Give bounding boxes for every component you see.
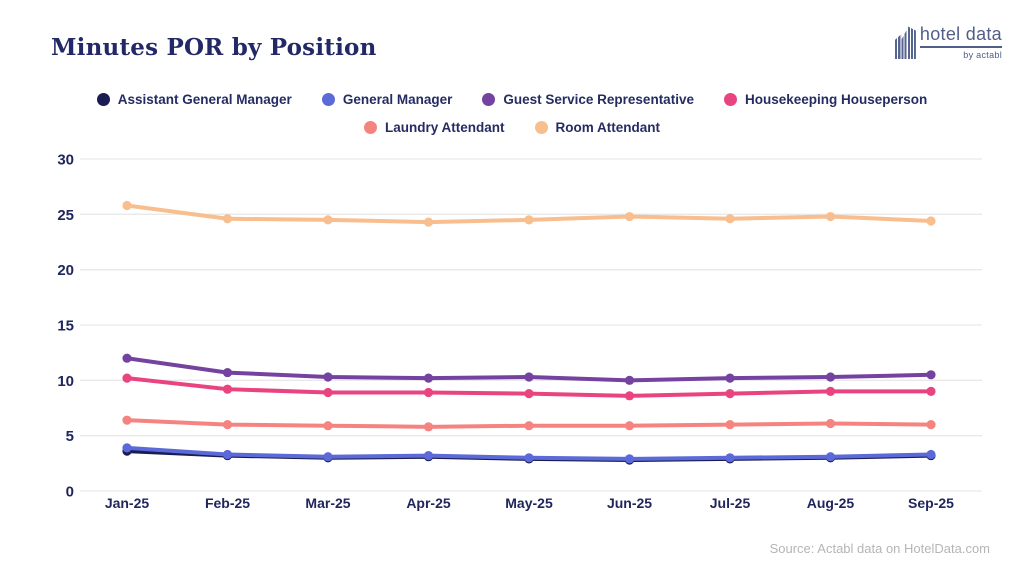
data-point-guest-service-representative-May-25[interactable] (524, 372, 534, 382)
y-axis-tick-label: 0 (66, 484, 74, 501)
chart-legend: Assistant General Manager General Manager… (0, 92, 1024, 135)
data-point-guest-service-representative-Jun-25[interactable] (624, 375, 635, 385)
data-point-laundry-attendant-Jun-25[interactable] (624, 421, 635, 431)
legend-item-label: General Manager (342, 92, 453, 107)
y-axis-tick-label: 30 (57, 152, 74, 169)
data-point-guest-service-representative-Apr-25[interactable] (423, 373, 434, 383)
data-point-laundry-attendant-Jul-25[interactable] (725, 420, 735, 430)
data-point-room-attendant-May-25[interactable] (524, 215, 534, 225)
data-point-room-attendant-Mar-25[interactable] (323, 215, 333, 225)
data-point-room-attendant-Sep-25[interactable] (926, 216, 936, 226)
legend-row: Assistant General Manager General Manager… (96, 92, 928, 107)
source-note: Source: Actabl data on HotelData.com (769, 541, 990, 556)
legend-item-label: Room Attendant (555, 120, 661, 135)
legend-dot-icon (96, 93, 110, 106)
data-point-laundry-attendant-Apr-25[interactable] (423, 422, 434, 432)
legend-item-general-manager[interactable]: General Manager (321, 92, 453, 107)
logo-wordmark: hotel data (919, 25, 1002, 48)
legend-item-room-attendant[interactable]: Room Attendant (534, 120, 661, 135)
data-point-housekeeping-houseperson-Mar-25[interactable] (323, 387, 333, 398)
hotel-data-logo: hotel data by actabl (894, 25, 1002, 60)
data-point-laundry-attendant-Jan-25[interactable] (122, 415, 132, 425)
data-point-housekeeping-houseperson-May-25[interactable] (524, 389, 534, 399)
data-point-guest-service-representative-Jan-25[interactable] (122, 353, 132, 363)
legend-item-label: Housekeeping Houseperson (744, 92, 928, 107)
data-point-housekeeping-houseperson-Jan-25[interactable] (122, 373, 132, 383)
x-axis-tick-label: Apr-25 (406, 495, 451, 511)
data-point-general-manager-Mar-25[interactable] (323, 452, 333, 462)
data-point-room-attendant-Jul-25[interactable] (725, 214, 735, 224)
data-point-room-attendant-Jan-25[interactable] (122, 200, 132, 211)
data-point-laundry-attendant-Mar-25[interactable] (323, 421, 333, 431)
data-point-general-manager-Aug-25[interactable] (825, 452, 836, 462)
y-axis-tick-label: 15 (57, 318, 74, 335)
y-axis-tick-label: 25 (57, 207, 74, 224)
data-point-laundry-attendant-May-25[interactable] (524, 421, 534, 431)
data-point-guest-service-representative-Aug-25[interactable] (825, 372, 836, 382)
legend-item-guest-service-representative[interactable]: Guest Service Representative (482, 92, 694, 107)
legend-item-label: Laundry Attendant (385, 120, 505, 135)
data-point-room-attendant-Jun-25[interactable] (624, 211, 635, 222)
data-point-laundry-attendant-Sep-25[interactable] (926, 420, 936, 430)
data-point-general-manager-Apr-25[interactable] (423, 450, 434, 461)
legend-row: Laundry Attendant Room Attendant (364, 120, 660, 135)
legend-item-laundry-attendant[interactable]: Laundry Attendant (364, 120, 505, 135)
legend-dot-icon (321, 93, 335, 106)
x-axis-tick-label: May-25 (505, 495, 553, 511)
data-point-guest-service-representative-Feb-25[interactable] (222, 367, 233, 378)
x-axis-tick-label: Aug-25 (807, 495, 855, 511)
data-point-guest-service-representative-Sep-25[interactable] (926, 370, 936, 380)
y-axis-tick-label: 5 (66, 428, 74, 445)
data-point-room-attendant-Apr-25[interactable] (423, 217, 434, 227)
legend-dot-icon (482, 93, 496, 106)
x-axis-tick-label: Jun-25 (607, 495, 652, 511)
x-axis-tick-label: Feb-25 (205, 495, 250, 511)
data-point-general-manager-Jan-25[interactable] (122, 443, 132, 453)
data-point-housekeeping-houseperson-Apr-25[interactable] (423, 387, 434, 398)
data-point-guest-service-representative-Mar-25[interactable] (323, 372, 333, 382)
page-title: Minutes POR by Position (51, 34, 377, 61)
y-axis-tick-label: 10 (57, 373, 74, 390)
legend-dot-icon (723, 93, 737, 106)
data-point-general-manager-Feb-25[interactable] (222, 449, 233, 460)
legend-dot-icon (364, 121, 377, 134)
legend-item-assistant-general-manager[interactable]: Assistant General Manager (96, 92, 292, 107)
data-point-laundry-attendant-Feb-25[interactable] (222, 420, 233, 430)
logo-byline: by actabl (963, 50, 1002, 60)
legend-dot-icon (534, 121, 548, 134)
data-point-room-attendant-Feb-25[interactable] (222, 214, 233, 224)
data-point-housekeeping-houseperson-Sep-25[interactable] (926, 386, 936, 396)
x-axis-tick-label: Sep-25 (908, 495, 954, 511)
data-point-general-manager-Sep-25[interactable] (926, 449, 936, 460)
data-point-housekeeping-houseperson-Jul-25[interactable] (725, 389, 735, 399)
legend-item-label: Assistant General Manager (117, 92, 292, 107)
data-point-general-manager-May-25[interactable] (524, 453, 534, 463)
x-axis-tick-label: Jan-25 (105, 495, 150, 511)
data-point-room-attendant-Aug-25[interactable] (825, 211, 836, 222)
data-point-housekeeping-houseperson-Aug-25[interactable] (825, 386, 836, 396)
data-point-general-manager-Jun-25[interactable] (624, 454, 635, 464)
logo-text-block: hotel data by actabl (919, 25, 1002, 60)
data-point-guest-service-representative-Jul-25[interactable] (725, 373, 735, 383)
data-point-housekeeping-houseperson-Jun-25[interactable] (624, 391, 635, 401)
y-axis-tick-label: 20 (57, 262, 74, 279)
legend-item-housekeeping-houseperson[interactable]: Housekeeping Houseperson (723, 92, 928, 107)
data-point-housekeeping-houseperson-Feb-25[interactable] (222, 384, 233, 394)
x-axis-tick-label: Jul-25 (710, 495, 751, 511)
data-point-general-manager-Jul-25[interactable] (725, 453, 735, 463)
x-axis-tick-label: Mar-25 (305, 495, 350, 511)
data-point-laundry-attendant-Aug-25[interactable] (825, 418, 836, 429)
legend-item-label: Guest Service Representative (503, 92, 694, 107)
